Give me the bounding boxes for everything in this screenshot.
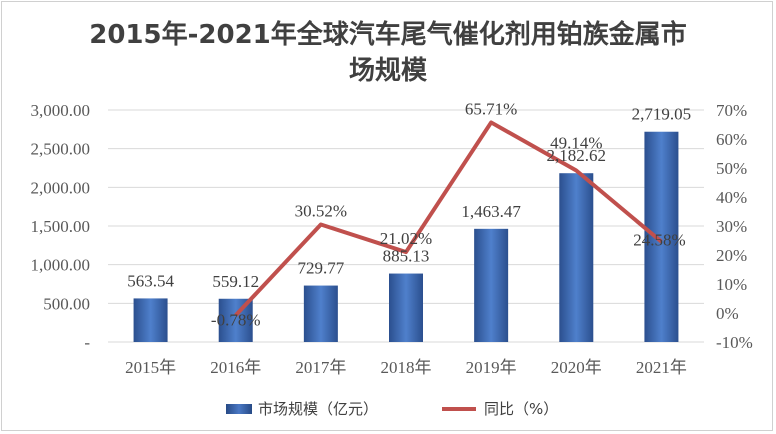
x-axis-labels: 2015年 2016年 2017年 2018年 2019年 2020年 2021年 (125, 358, 687, 377)
bar-value-label: 1,463.47 (461, 202, 521, 221)
bar-series (133, 131, 679, 342)
x-tick-label: 2021年 (636, 358, 687, 377)
line-data-labels: -0.78% 30.52% 21.02% 65.71% 49.14% 24.58% (211, 99, 686, 329)
right-tick-label: 30% (716, 217, 747, 236)
right-tick-label: 40% (716, 188, 747, 207)
legend-bar-label: 市场规模（亿元） (258, 400, 379, 418)
right-tick-label: 10% (716, 275, 747, 294)
x-tick-label: 2019年 (466, 358, 517, 377)
line-value-label: 65.71% (465, 99, 517, 118)
bar-value-label: 563.54 (127, 271, 174, 290)
bar-value-label: 559.12 (212, 272, 259, 291)
line-value-label: 21.02% (380, 229, 432, 248)
bar (303, 285, 338, 342)
chart-title-line1: 2015年-2021年全球汽车尾气催化剂用铂族金属市 (89, 20, 687, 50)
left-axis-ticks: - 500.00 1,000.00 1,500.00 2,000.00 2,500.00 3… (31, 101, 91, 352)
bar-value-label: 2,182.62 (547, 146, 607, 165)
legend-bar-swatch (226, 403, 252, 414)
left-tick-label: 500.00 (43, 294, 90, 313)
left-tick-label: 1,500.00 (31, 217, 91, 236)
bar-value-label: 729.77 (297, 259, 344, 278)
right-tick-label: 0% (716, 304, 739, 323)
bar (133, 298, 168, 342)
x-tick-label: 2017年 (295, 358, 346, 377)
left-tick-label: 2,000.00 (31, 178, 91, 197)
line-value-label: -0.78% (211, 310, 261, 329)
left-tick-label: 3,000.00 (31, 101, 91, 120)
right-tick-label: 60% (716, 130, 747, 149)
growth-line (234, 120, 663, 317)
bar-value-label: 2,719.05 (632, 105, 692, 124)
left-tick-label: - (84, 333, 90, 352)
left-tick-label: 2,500.00 (31, 140, 91, 159)
gridlines (108, 109, 704, 343)
bar (559, 173, 594, 342)
legend-item-bar: 市场规模（亿元） (226, 398, 378, 419)
x-tick-label: 2015年 (125, 358, 176, 377)
bar (644, 131, 679, 342)
line-value-label: 24.58% (633, 231, 685, 250)
legend: 市场规模（亿元） 同比（%） (0, 398, 776, 420)
legend-line-swatch (442, 406, 476, 411)
bar-data-labels: 563.54 559.12 729.77 885.13 1,463.47 2,182.62… (127, 105, 691, 291)
right-tick-label: -10% (716, 333, 753, 352)
right-tick-label: 20% (716, 246, 747, 265)
bar (389, 273, 423, 342)
left-tick-label: 1,000.00 (31, 256, 91, 275)
x-tick-label: 2016年 (210, 358, 261, 377)
line-series (234, 120, 663, 317)
bar-value-label: 885.13 (383, 247, 430, 266)
x-tick-label: 2018年 (381, 358, 432, 377)
x-tick-label: 2020年 (551, 358, 602, 377)
legend-item-line: 同比（%） (442, 398, 558, 419)
chart-title-line2: 场规模 (348, 56, 427, 86)
right-axis-ticks: -10% 0% 10% 20% 30% 40% 50% 60% 70% (716, 101, 753, 352)
bar (474, 228, 509, 342)
line-value-label: 49.14% (550, 133, 602, 152)
right-tick-label: 70% (716, 101, 747, 120)
legend-line-label: 同比（%） (484, 400, 559, 418)
right-tick-label: 50% (716, 159, 747, 178)
line-value-label: 30.52% (295, 201, 347, 220)
